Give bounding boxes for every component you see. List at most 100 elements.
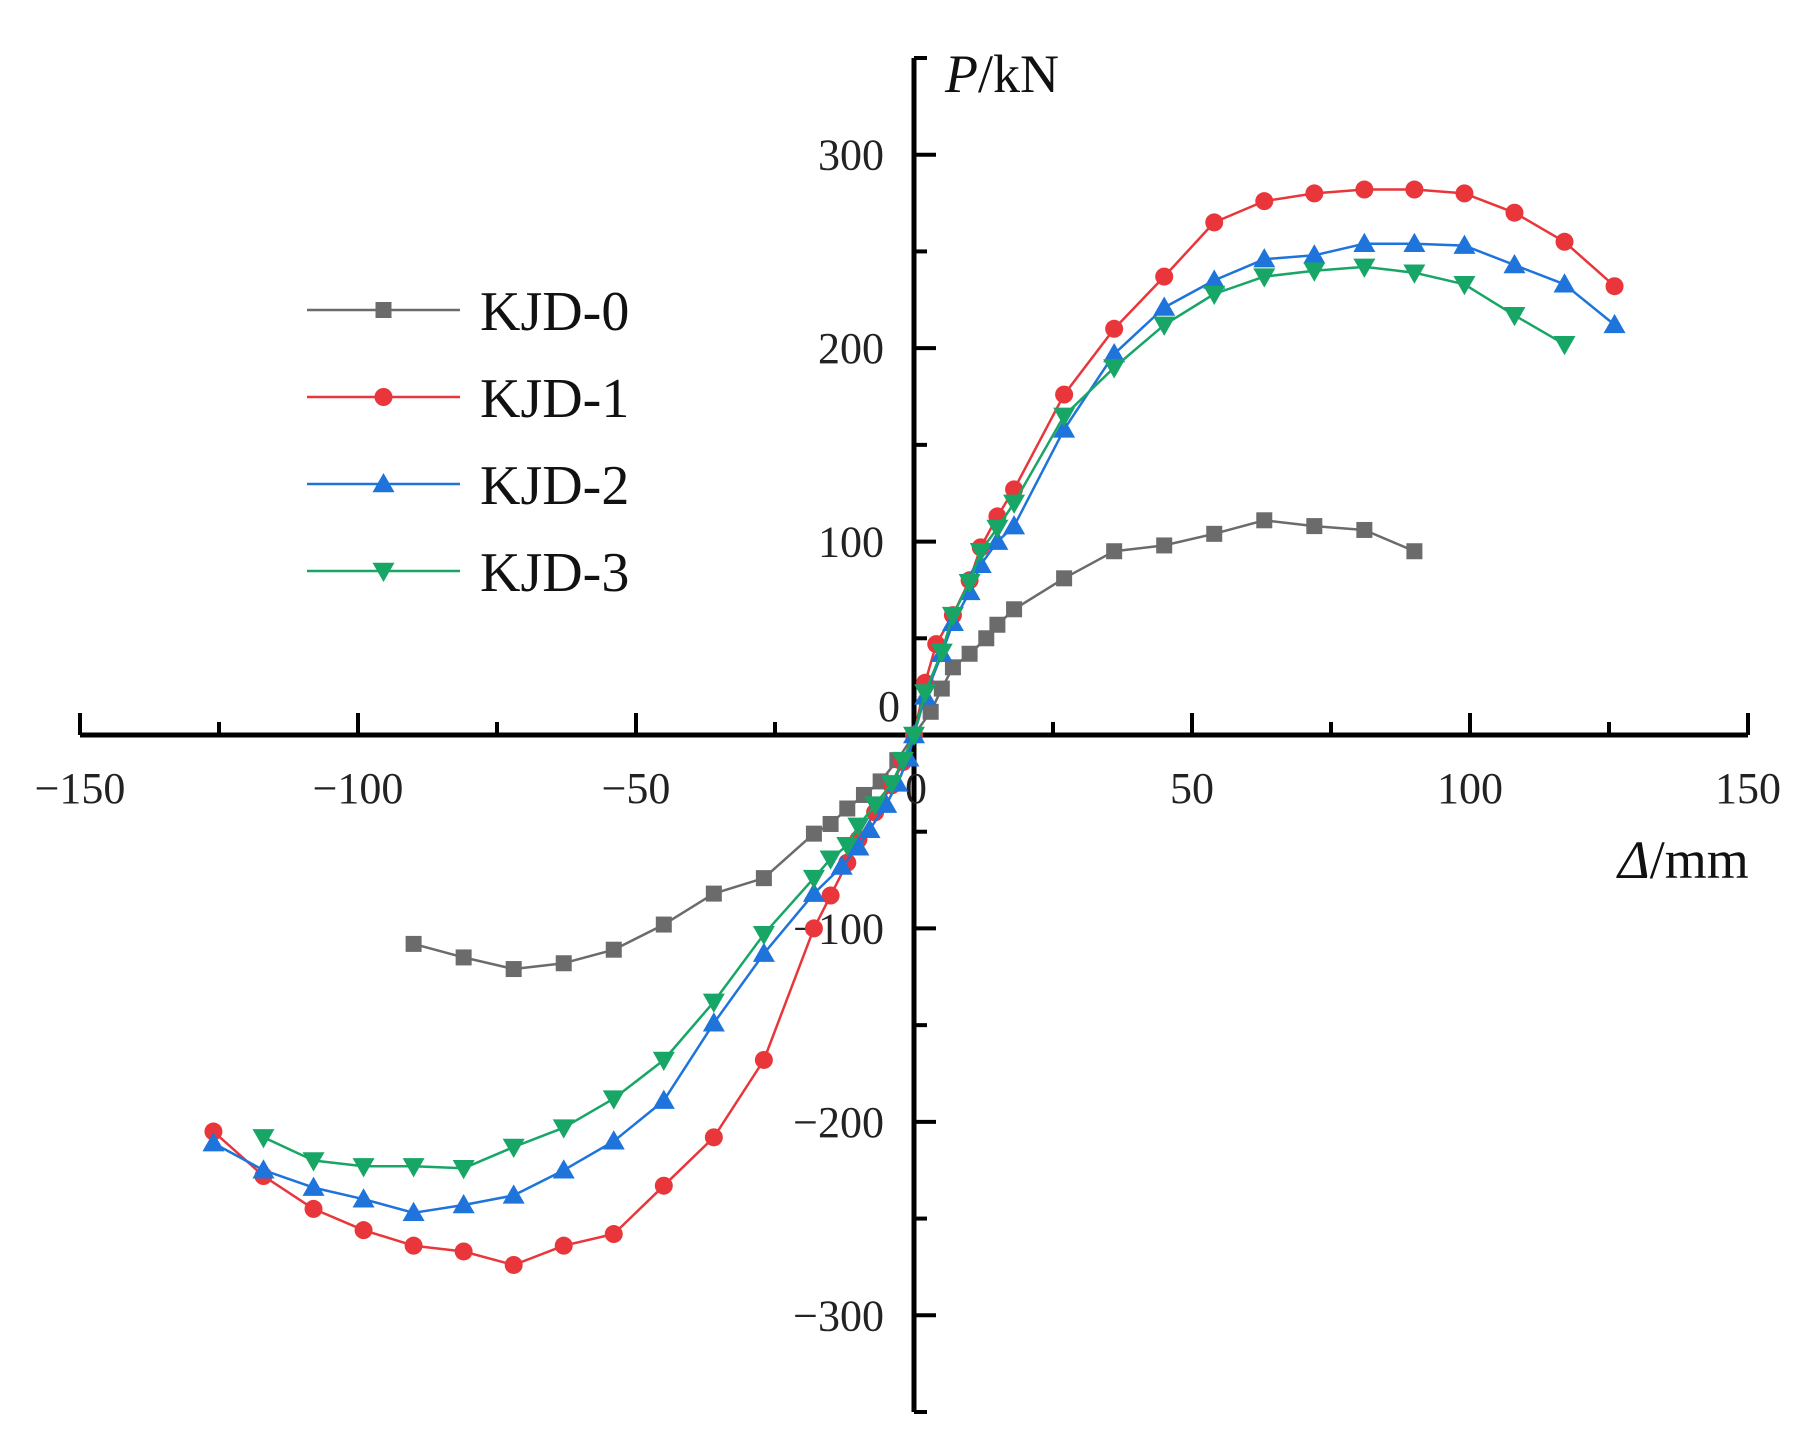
data-point — [504, 1255, 523, 1274]
data-point — [1353, 232, 1376, 252]
data-point — [1053, 407, 1076, 427]
legend-marker — [372, 473, 395, 493]
data-point — [1605, 277, 1624, 296]
data-point — [1153, 296, 1176, 316]
data-point — [552, 1119, 575, 1139]
y-axis-title: P/kN — [944, 44, 1059, 104]
data-point — [1353, 258, 1376, 278]
data-point — [405, 935, 422, 952]
data-point — [652, 1089, 675, 1109]
data-point — [1156, 537, 1173, 554]
data-point — [903, 726, 925, 746]
series-layer — [202, 180, 1626, 1274]
data-point — [1056, 570, 1073, 587]
data-point — [1555, 232, 1574, 251]
data-point — [1155, 267, 1174, 286]
x-tick-label: −50 — [602, 764, 671, 813]
legend-marker — [375, 302, 392, 318]
data-point — [554, 1236, 573, 1255]
data-point — [1505, 203, 1524, 222]
data-point — [1203, 285, 1226, 305]
data-point — [1453, 234, 1476, 254]
data-point — [1403, 232, 1426, 252]
data-point — [1203, 269, 1226, 289]
data-point — [452, 1194, 475, 1214]
data-point — [605, 941, 622, 958]
data-point — [655, 916, 672, 933]
y-axis-unit: /kN — [978, 44, 1059, 104]
y-tick-label: −300 — [793, 1291, 884, 1340]
legend-marker — [374, 388, 393, 406]
legend: KJD-0 KJD-1 KJD-2 KJD-3 — [307, 281, 629, 604]
data-point — [454, 1242, 473, 1261]
data-point — [502, 1138, 525, 1159]
data-point — [989, 616, 1006, 633]
data-point — [602, 1090, 625, 1110]
data-point — [402, 1201, 425, 1222]
data-point — [302, 1152, 325, 1172]
data-point — [1355, 180, 1374, 199]
x-tick-label: −100 — [313, 764, 404, 813]
data-point — [1006, 601, 1023, 618]
legend-label: KJD-3 — [480, 542, 629, 604]
data-point — [804, 919, 823, 938]
data-point — [847, 836, 870, 856]
data-point — [754, 1050, 773, 1069]
legend-item-kjd-1: KJD-1 — [307, 368, 629, 430]
data-point — [704, 1128, 723, 1147]
y-tick-label: −200 — [793, 1098, 884, 1147]
data-point — [1453, 276, 1476, 296]
legend-label: KJD-0 — [480, 281, 629, 343]
x-tick-label: 100 — [1437, 764, 1503, 813]
data-point — [752, 925, 775, 946]
data-point — [1003, 494, 1026, 514]
data-point — [839, 800, 856, 817]
data-point — [352, 1188, 375, 1208]
legend-item-kjd-0: KJD-0 — [307, 281, 629, 343]
data-point — [555, 955, 572, 972]
x-tick-label: 0 — [905, 764, 927, 813]
data-point — [252, 1159, 275, 1179]
data-point — [961, 645, 978, 662]
data-point — [875, 793, 898, 813]
data-point — [1553, 336, 1576, 356]
data-point — [1455, 184, 1474, 203]
data-point — [891, 751, 914, 772]
data-point — [822, 815, 839, 832]
data-point — [1205, 213, 1224, 232]
data-point — [802, 869, 825, 890]
axes: −150 −100 −50 0 50 100 150 −300 −200 −100 100 200 3… — [35, 56, 1781, 1414]
data-point — [1405, 180, 1424, 199]
data-point — [304, 1199, 323, 1218]
data-point — [455, 949, 472, 966]
data-point — [1106, 543, 1123, 560]
data-point — [1053, 418, 1076, 438]
legend-item-kjd-2: KJD-2 — [307, 455, 629, 517]
x-axis-title: Δ/mm — [1616, 830, 1749, 890]
data-point — [552, 1159, 575, 1179]
data-point — [1055, 385, 1074, 404]
data-point — [880, 775, 903, 795]
data-point — [652, 1051, 675, 1071]
data-point — [1503, 253, 1526, 274]
data-point — [1103, 359, 1126, 379]
data-point — [1105, 319, 1124, 338]
data-point — [933, 680, 950, 697]
data-point — [404, 1236, 423, 1255]
data-point — [755, 870, 772, 887]
data-point — [1553, 273, 1576, 293]
data-point — [1403, 264, 1426, 284]
series-kjd-3 — [252, 258, 1576, 1180]
data-point — [702, 1012, 725, 1032]
data-point — [1356, 521, 1373, 538]
data-point — [914, 684, 937, 704]
data-point — [502, 1184, 525, 1204]
x-axis-symbol: Δ — [1616, 830, 1650, 890]
data-point — [402, 1158, 425, 1178]
data-point — [805, 825, 822, 842]
data-point — [986, 530, 1009, 550]
data-point — [1256, 512, 1273, 529]
legend-marker — [372, 562, 395, 582]
x-ticks: −150 −100 −50 0 50 100 150 — [35, 713, 1781, 813]
